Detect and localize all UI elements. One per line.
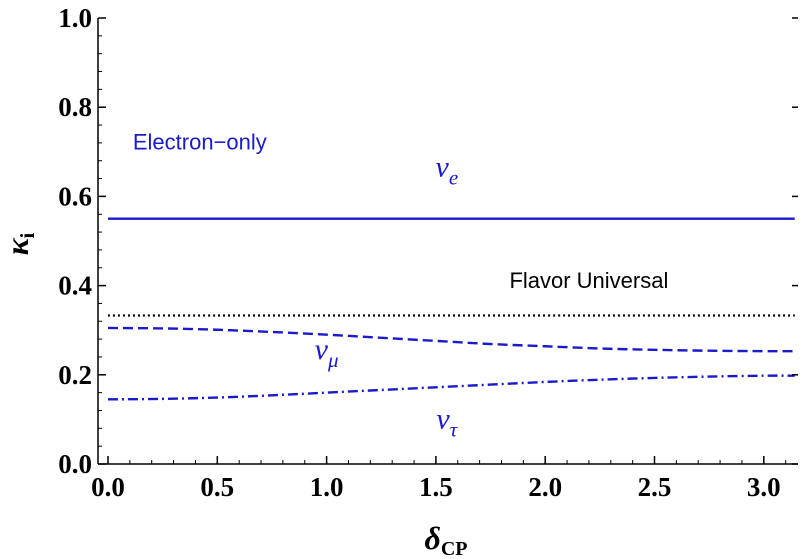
annotation-nu-e: νe — [436, 150, 459, 189]
y-tick-label: 0.6 — [58, 181, 92, 211]
series-line-nu-tau — [107, 374, 795, 401]
x-tick-label: 0.5 — [200, 472, 234, 502]
x-tick-label: 0.0 — [91, 472, 125, 502]
x-tick-label: 1.0 — [310, 472, 344, 502]
series-line-nu-mu — [107, 326, 795, 353]
x-tick-label: 3.0 — [747, 472, 781, 502]
x-tick-label: 2.5 — [638, 472, 672, 502]
annotation-nu-tau: ντ — [436, 402, 458, 441]
y-tick-label: 0.4 — [58, 271, 92, 301]
y-tick-label: 0.0 — [58, 449, 92, 479]
y-axis-title: κi — [0, 232, 39, 255]
y-tick-label: 1.0 — [58, 3, 92, 33]
x-tick-label: 2.0 — [528, 472, 562, 502]
annotation-flavor-universal: Flavor Universal — [509, 268, 668, 293]
annotation-nu-mu: νμ — [315, 333, 339, 372]
x-tick-label: 1.5 — [419, 472, 453, 502]
y-tick-label: 0.8 — [58, 92, 92, 122]
x-axis-title: δCP — [424, 520, 467, 559]
annotation-electron-only: Electron−only — [133, 130, 267, 155]
y-tick-label: 0.2 — [58, 360, 92, 390]
